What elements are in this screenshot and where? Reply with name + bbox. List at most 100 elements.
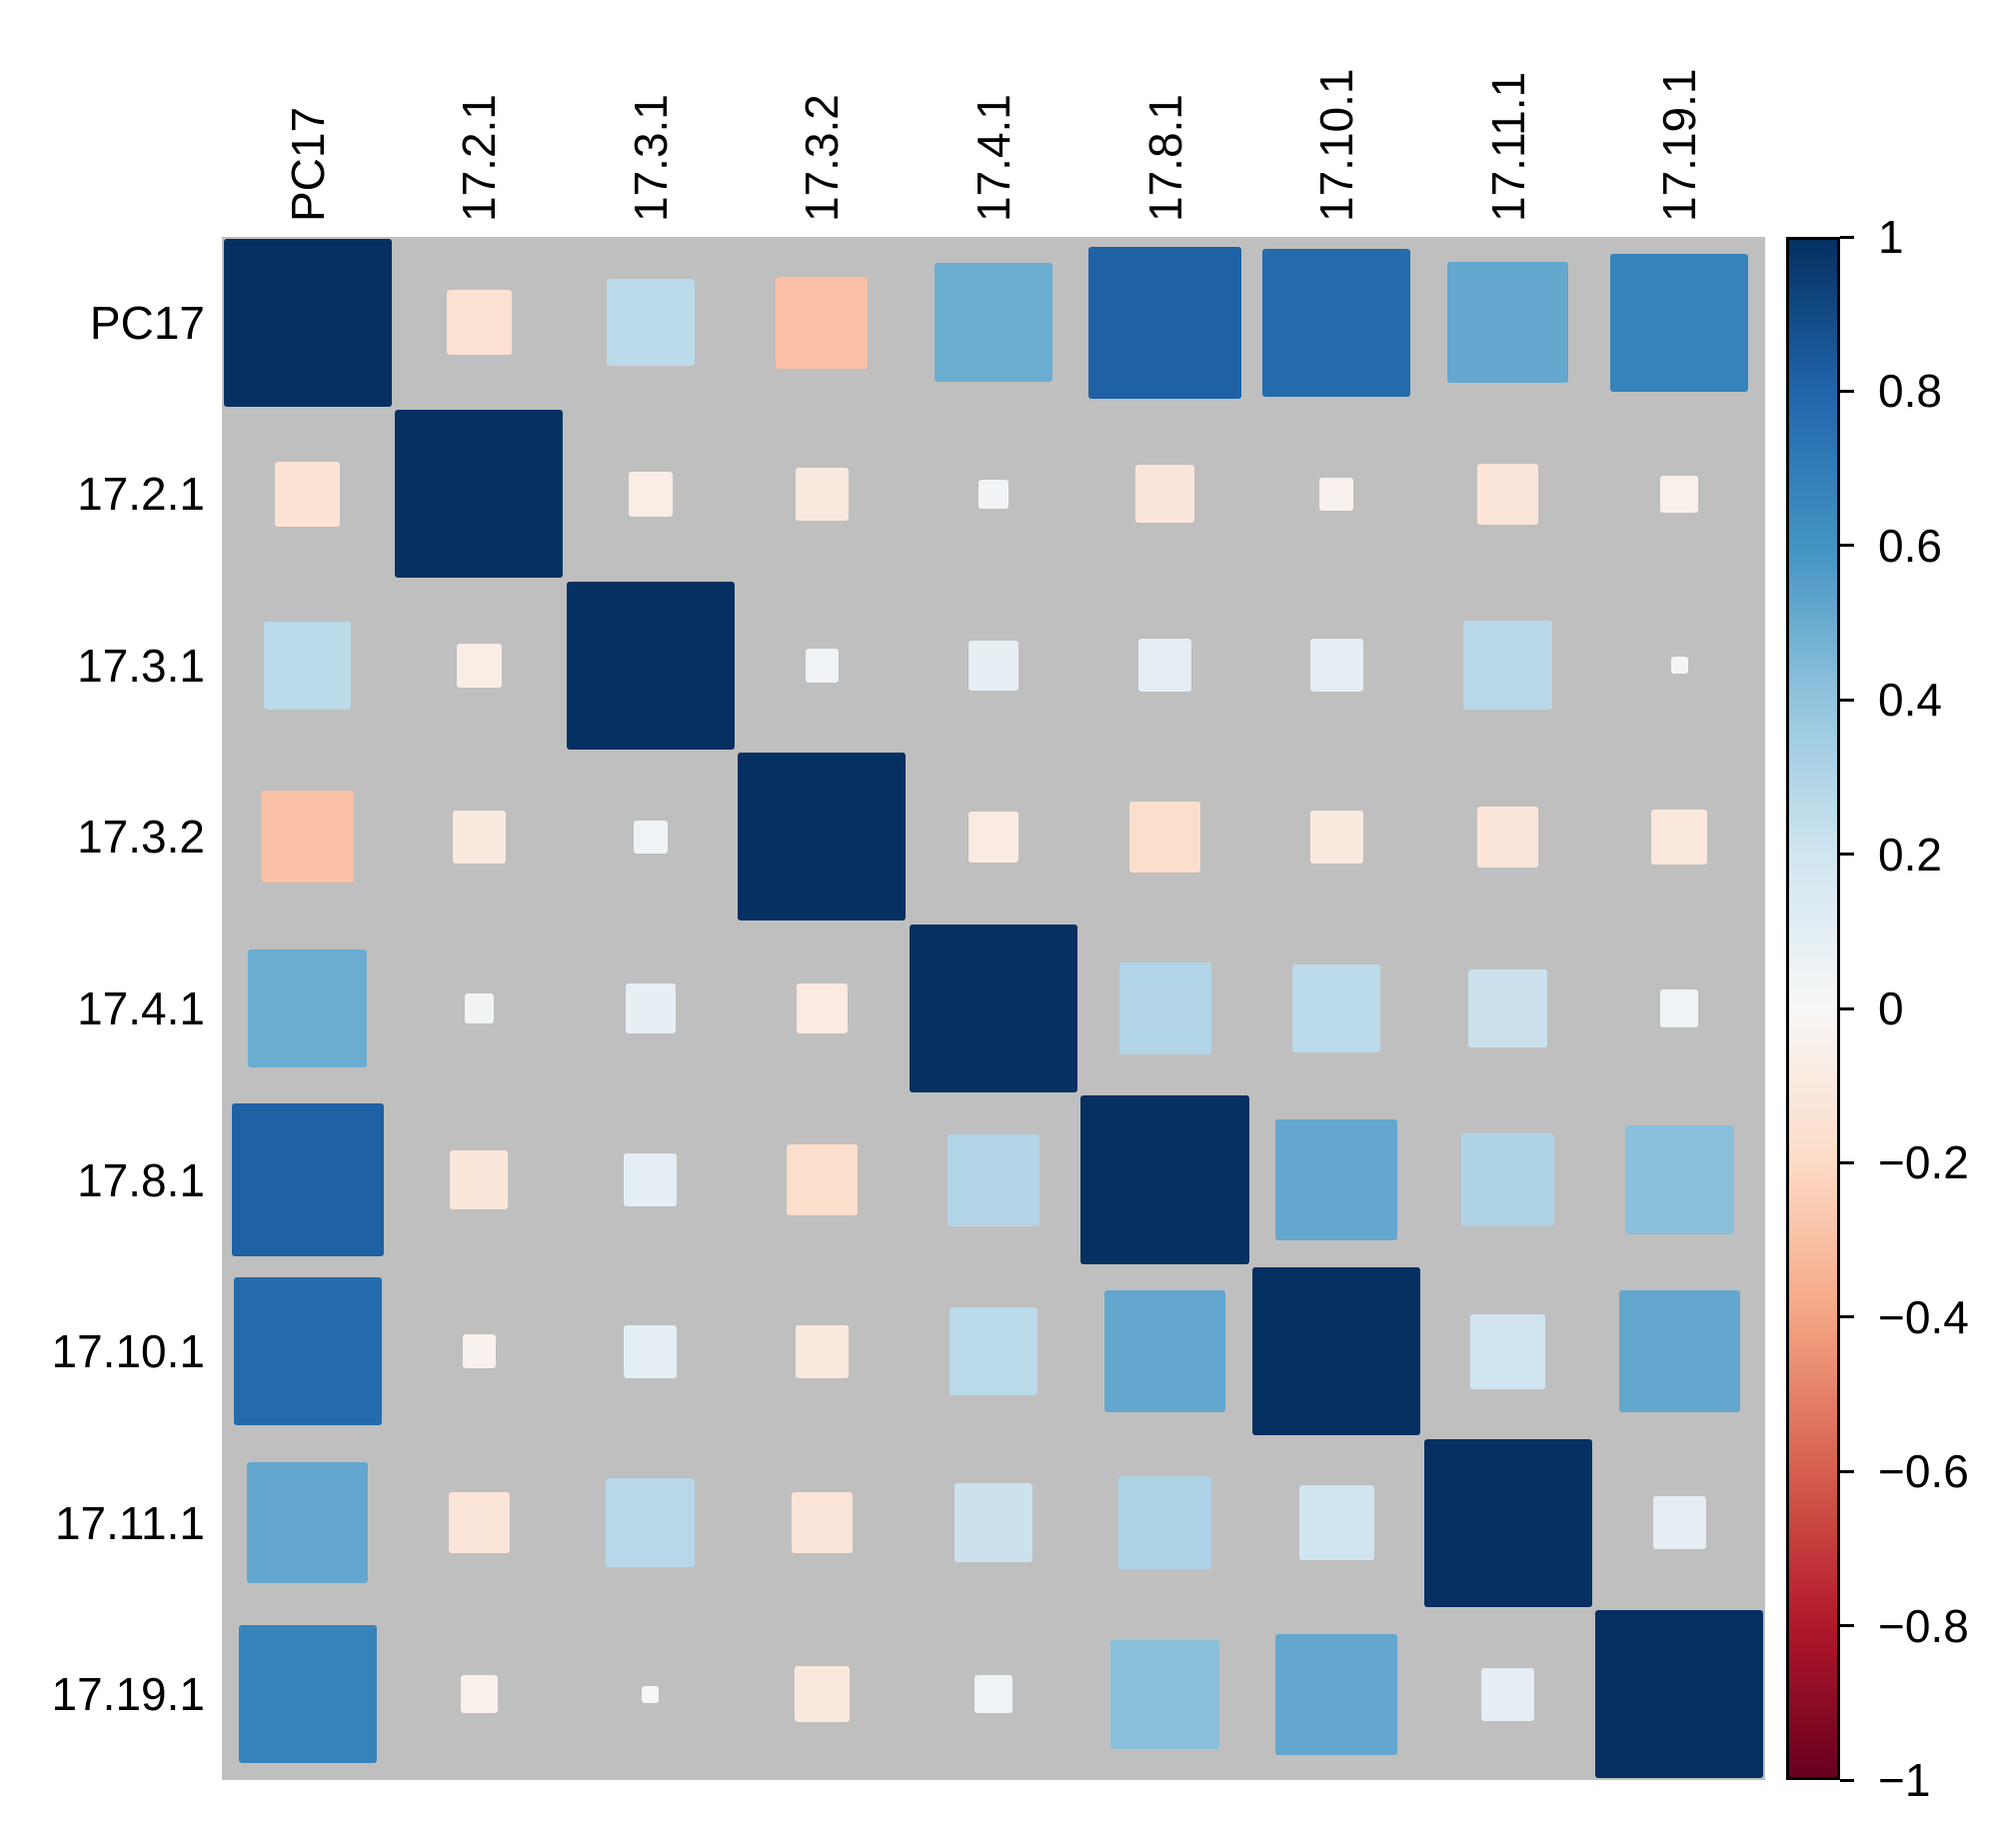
colorbar-tick [1840, 1006, 1854, 1010]
column-label: 17.11.1 [1481, 71, 1534, 222]
column-label: 17.10.1 [1310, 68, 1363, 222]
matrix-cell [792, 1492, 853, 1553]
correlation-matrix-panel [222, 237, 1765, 1780]
column-label: 17.8.1 [1138, 94, 1191, 222]
matrix-cell [909, 923, 1078, 1093]
matrix-cell [1463, 621, 1553, 711]
matrix-cell [947, 1133, 1040, 1226]
matrix-cell [1468, 968, 1548, 1048]
colorbar-tick-label: 0.8 [1878, 365, 1942, 418]
matrix-cell [1275, 1118, 1397, 1241]
colorbar-tick-label: −0.2 [1878, 1136, 1969, 1189]
column-label: 17.3.2 [796, 94, 849, 222]
row-label: 17.2.1 [77, 468, 205, 521]
matrix-cell [1261, 248, 1411, 397]
column-label: 17.2.1 [453, 94, 506, 222]
colorbar-tick-label: 1 [1878, 211, 1904, 263]
matrix-cell [797, 982, 848, 1034]
matrix-cell [275, 461, 341, 527]
matrix-cell [1660, 475, 1699, 514]
matrix-cell [607, 279, 695, 367]
matrix-cell [954, 1483, 1033, 1563]
colorbar-tick-label: −1 [1878, 1754, 1931, 1806]
column-label: 17.4.1 [968, 94, 1019, 222]
matrix-cell [1128, 801, 1201, 874]
matrix-cell [975, 1675, 1012, 1714]
colorbar-tick [1840, 853, 1854, 857]
matrix-cell [805, 649, 840, 683]
colorbar-tick-label: −0.8 [1878, 1599, 1969, 1652]
colorbar-tick [1840, 235, 1854, 239]
colorbar-gradient [1789, 240, 1837, 1777]
matrix-cell [248, 948, 368, 1068]
colorbar-tick-label: −0.4 [1878, 1290, 1969, 1343]
colorbar-tick [1840, 1160, 1854, 1164]
matrix-cell [464, 993, 494, 1023]
matrix-cell [1319, 477, 1353, 512]
matrix-cell [231, 1103, 384, 1256]
matrix-cell [1610, 253, 1749, 392]
row-label: PC17 [89, 296, 205, 349]
matrix-cell [1670, 657, 1688, 675]
colorbar-tick-label: 0.4 [1878, 674, 1942, 727]
row-label: 17.3.1 [77, 639, 205, 692]
row-label: 17.4.1 [77, 982, 205, 1034]
matrix-cell [1470, 1313, 1546, 1389]
row-label: 17.3.2 [77, 811, 205, 864]
colorbar-tick [1840, 544, 1854, 548]
row-label: 17.19.1 [51, 1668, 205, 1721]
row-label: 17.10.1 [51, 1325, 205, 1378]
matrix-cell [1135, 465, 1194, 524]
matrix-cell [450, 1150, 509, 1209]
matrix-cell [950, 1307, 1037, 1395]
matrix-cell [1252, 1267, 1421, 1436]
matrix-cell [261, 791, 354, 884]
matrix-cell [452, 810, 506, 865]
matrix-cell [1309, 639, 1363, 693]
colorbar-tick [1840, 389, 1854, 393]
matrix-cell [628, 472, 674, 517]
colorbar-tick [1840, 1778, 1854, 1782]
matrix-cell [238, 1625, 377, 1764]
colorbar-tick [1840, 1624, 1854, 1628]
matrix-cell [1309, 810, 1363, 865]
colorbar-tick [1840, 698, 1854, 702]
matrix-cell [395, 410, 564, 579]
row-label: 17.8.1 [77, 1153, 205, 1206]
matrix-cell [624, 1152, 678, 1207]
matrix-cell [1595, 1610, 1764, 1779]
colorbar-tick-label: −0.6 [1878, 1445, 1969, 1498]
matrix-cell [233, 1276, 382, 1426]
matrix-cell [566, 581, 735, 750]
matrix-cell [776, 276, 869, 369]
column-label: 17.19.1 [1653, 68, 1706, 222]
matrix-cell [1660, 989, 1699, 1027]
matrix-cell [449, 1492, 510, 1553]
matrix-cell [1118, 961, 1211, 1055]
matrix-cell [786, 1143, 859, 1216]
matrix-cell [446, 290, 512, 356]
matrix-cell [1651, 809, 1708, 866]
matrix-cell [1110, 1639, 1220, 1749]
matrix-cell [625, 982, 677, 1034]
matrix-cell [1103, 1290, 1226, 1412]
matrix-cell [1423, 1438, 1592, 1607]
matrix-cell [738, 753, 907, 921]
matrix-cell [934, 263, 1053, 383]
matrix-cell [1117, 1475, 1212, 1570]
matrix-cell [1652, 1496, 1706, 1550]
matrix-cell [1624, 1125, 1734, 1235]
column-label: PC17 [281, 106, 334, 222]
matrix-cell [1618, 1290, 1740, 1412]
matrix-cell [642, 1685, 660, 1703]
matrix-cell [1447, 262, 1569, 384]
matrix-cell [606, 1478, 696, 1568]
matrix-cell [1292, 964, 1380, 1052]
matrix-cell [1477, 464, 1538, 525]
colorbar-tick-label: 0.6 [1878, 519, 1942, 572]
row-label: 17.11.1 [54, 1496, 205, 1549]
matrix-cell [624, 1324, 678, 1378]
matrix-cell [794, 1666, 851, 1723]
matrix-cell [968, 640, 1019, 692]
